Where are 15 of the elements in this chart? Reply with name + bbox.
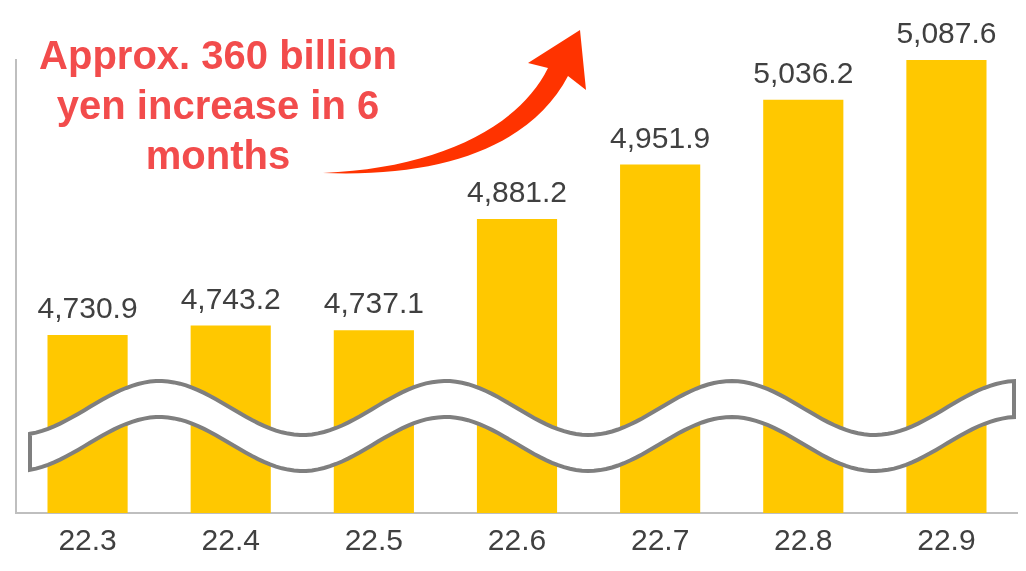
x-tick-label: 22.7 <box>630 523 690 557</box>
x-tick-label: 22.4 <box>201 523 260 557</box>
data-label: 4,743.2 <box>180 281 281 315</box>
annotation: Approx. 360 billion yen increase in 6 months <box>38 32 398 179</box>
data-label: 4,737.1 <box>323 286 424 320</box>
x-tick-label: 22.9 <box>917 523 976 557</box>
x-tick-label: 22.8 <box>774 523 833 557</box>
x-tick-label: 22.6 <box>487 523 547 557</box>
x-tick-label: 22.5 <box>344 523 404 557</box>
data-label: 4,951.9 <box>610 120 711 154</box>
data-label: 5,087.6 <box>896 16 997 50</box>
data-label: 4,881.2 <box>466 175 568 209</box>
data-label: 5,036.2 <box>753 55 854 89</box>
data-label: 4,730.9 <box>37 291 138 325</box>
x-tick-label: 22.3 <box>58 523 117 557</box>
